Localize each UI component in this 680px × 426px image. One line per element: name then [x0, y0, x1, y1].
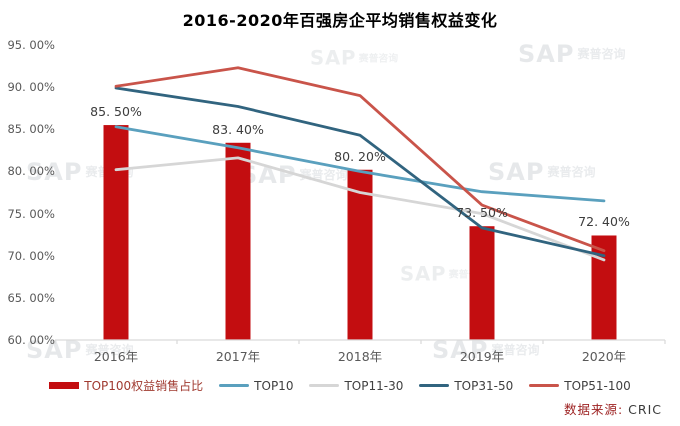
legend: TOP100权益销售占比 TOP10 TOP11-30 TOP31-50 TOP51-1…	[0, 377, 680, 394]
bar-value-label: 83. 40%	[212, 121, 264, 137]
legend-item-TOP51-100: TOP51-100	[529, 379, 631, 393]
legend-item-TOP10: TOP10	[219, 379, 293, 393]
line-TOP31-50	[114, 86, 606, 258]
y-tick-label: 65. 00%	[7, 290, 55, 305]
line-TOP51-100	[114, 66, 606, 253]
legend-item-TOP100权益销售占比: TOP100权益销售占比	[49, 377, 203, 394]
legend-line-swatch-TOP10	[219, 384, 250, 387]
bar-2016年	[103, 125, 129, 340]
line-TOP11-30	[114, 156, 606, 262]
bar-2017年	[225, 142, 251, 340]
legend-item-TOP31-50: TOP31-50	[419, 379, 513, 393]
x-tick-label: 2019年	[459, 349, 505, 364]
legend-bar-swatch-TOP100权益销售占比	[49, 382, 80, 389]
y-tick-label: 70. 00%	[7, 248, 55, 263]
chart-title: 2016-2020年百强房企平均销售权益变化	[182, 11, 498, 30]
legend-label: TOP100权益销售占比	[84, 379, 204, 393]
legend-label: TOP10	[254, 378, 294, 393]
legend-label: TOP31-50	[454, 378, 514, 393]
bar-value-label: 72. 40%	[578, 214, 630, 230]
legend-label: TOP11-30	[344, 378, 404, 393]
legend-item-TOP11-30: TOP11-30	[309, 379, 403, 393]
y-tick-label: 95. 00%	[7, 38, 55, 52]
y-tick-label: 60. 00%	[7, 333, 55, 347]
x-tick-label: 2017年	[215, 349, 261, 364]
y-tick-label: 80. 00%	[7, 164, 55, 179]
x-tick-label: 2018年	[337, 349, 383, 364]
bar-value-label: 85. 50%	[90, 104, 142, 120]
line-TOP10	[114, 125, 606, 203]
data-source: 数据来源: CRIC	[564, 399, 662, 418]
bar-2019年	[469, 226, 495, 340]
y-tick-label: 75. 00%	[7, 206, 55, 221]
legend-line-swatch-TOP31-50	[419, 384, 450, 387]
data-source-label: 数据来源:	[563, 402, 624, 417]
data-source-value: CRIC	[628, 402, 662, 417]
y-tick-label: 85. 00%	[7, 122, 55, 137]
legend-line-swatch-TOP11-30	[309, 384, 340, 387]
bar-value-label: 80. 20%	[334, 148, 386, 164]
legend-label: TOP51-100	[564, 378, 631, 393]
bar-2018年	[347, 169, 373, 340]
legend-line-swatch-TOP51-100	[529, 384, 560, 387]
x-tick-label: 2020年	[581, 349, 627, 364]
x-tick-label: 2016年	[93, 349, 139, 364]
y-tick-label: 90. 00%	[7, 80, 55, 95]
bar-value-label: 73. 50%	[456, 205, 508, 221]
